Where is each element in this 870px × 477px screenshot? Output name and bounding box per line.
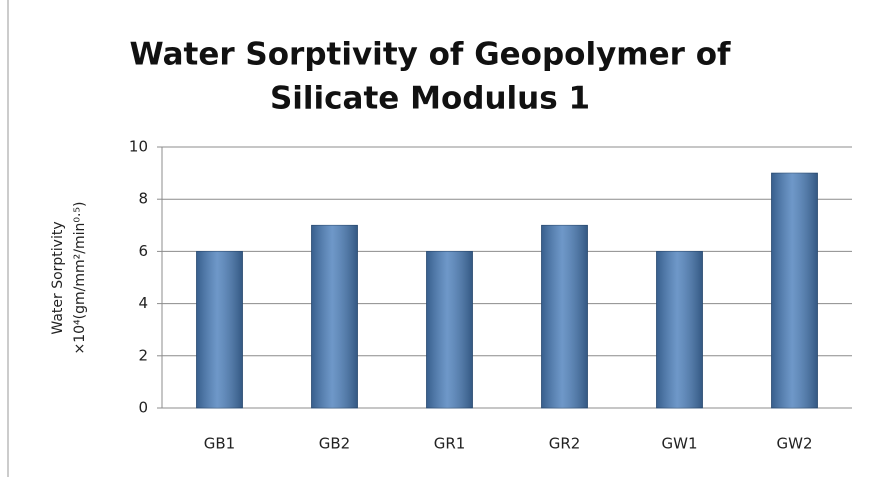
y-tick-label: 8 bbox=[138, 190, 148, 208]
bar-shine bbox=[541, 225, 588, 408]
bar-shine bbox=[311, 225, 358, 408]
y-tick-label: 10 bbox=[129, 138, 148, 156]
x-tick-label: GB1 bbox=[204, 435, 235, 453]
chart-title: Water Sorptivity of Geopolymer of bbox=[130, 37, 732, 73]
y-tick-label: 6 bbox=[138, 242, 148, 260]
y-tick-label: 4 bbox=[138, 294, 148, 312]
y-axis-label: Water Sorptivity bbox=[50, 221, 66, 334]
x-tick-label: GR1 bbox=[434, 435, 466, 453]
y-axis-label: ×10⁴(gm/mm²/min⁰·⁵) bbox=[72, 201, 88, 354]
bar-shine bbox=[196, 251, 243, 408]
chart-title: Silicate Modulus 1 bbox=[270, 81, 590, 117]
bar-shine bbox=[771, 173, 818, 408]
bar-shine bbox=[426, 251, 473, 408]
x-tick-label: GB2 bbox=[319, 435, 350, 453]
x-tick-label: GW2 bbox=[777, 435, 813, 453]
x-tick-label: GW1 bbox=[662, 435, 698, 453]
x-tick-label: GR2 bbox=[549, 435, 581, 453]
y-tick-label: 2 bbox=[138, 346, 148, 364]
bar-shine bbox=[656, 251, 703, 408]
y-tick-label: 0 bbox=[138, 399, 148, 417]
